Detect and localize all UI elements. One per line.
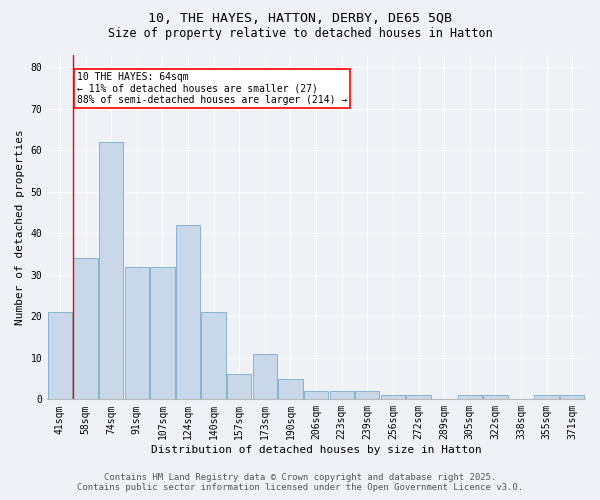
Bar	[535, 395, 559, 400]
Text: 10, THE HAYES, HATTON, DERBY, DE65 5QB: 10, THE HAYES, HATTON, DERBY, DE65 5QB	[148, 12, 452, 26]
Bar	[381, 395, 405, 400]
Text: 10 THE HAYES: 64sqm
← 11% of detached houses are smaller (27)
88% of semi-detach: 10 THE HAYES: 64sqm ← 11% of detached ho…	[77, 72, 347, 105]
Bar	[458, 395, 482, 400]
Bar	[304, 391, 328, 400]
Bar	[99, 142, 124, 400]
Bar	[125, 266, 149, 400]
Bar	[329, 391, 354, 400]
Bar	[406, 395, 431, 400]
Bar	[355, 391, 379, 400]
Bar	[560, 395, 584, 400]
Bar	[253, 354, 277, 400]
X-axis label: Distribution of detached houses by size in Hatton: Distribution of detached houses by size …	[151, 445, 481, 455]
Y-axis label: Number of detached properties: Number of detached properties	[15, 130, 25, 325]
Text: Size of property relative to detached houses in Hatton: Size of property relative to detached ho…	[107, 28, 493, 40]
Bar	[176, 225, 200, 400]
Bar	[73, 258, 98, 400]
Text: Contains HM Land Registry data © Crown copyright and database right 2025.
Contai: Contains HM Land Registry data © Crown c…	[77, 473, 523, 492]
Bar	[48, 312, 72, 400]
Bar	[227, 374, 251, 400]
Bar	[150, 266, 175, 400]
Bar	[483, 395, 508, 400]
Bar	[278, 378, 302, 400]
Bar	[202, 312, 226, 400]
